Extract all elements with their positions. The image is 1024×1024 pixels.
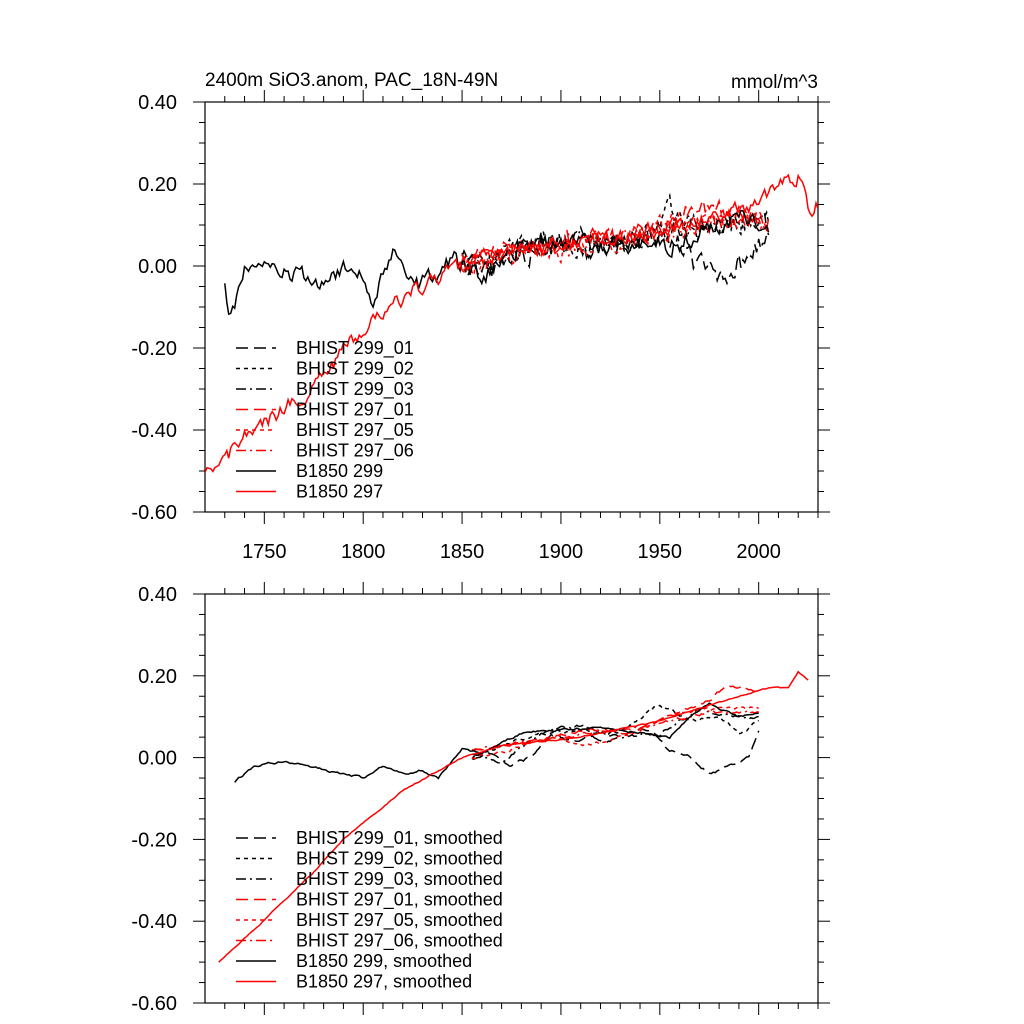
- top-panel: 1750 1800 1850 1900 1950 2000 -0.60 -0.40 -0.20 0…: [131, 90, 830, 563]
- legend-label: BHIST 299_03, smoothed: [296, 869, 503, 890]
- legend-label: B1850 297, smoothed: [296, 972, 472, 992]
- y-tick-label: -0.40: [131, 911, 177, 933]
- y-tick-label: -0.20: [131, 338, 177, 360]
- chart-title: 2400m SiO3.anom, PAC_18N-49N: [205, 70, 498, 91]
- legend-label: BHIST 299_01, smoothed: [296, 828, 503, 849]
- series-line: [224, 209, 770, 316]
- legend-label: BHIST 299_03: [296, 379, 414, 400]
- legend-label: BHIST 297_06, smoothed: [296, 931, 503, 952]
- legend-label: BHIST 299_02, smoothed: [296, 849, 503, 870]
- series-line: [205, 173, 818, 473]
- series-line: [471, 704, 759, 760]
- legend-label: BHIST 297_05, smoothed: [296, 910, 503, 931]
- y-tick-label: 0.40: [138, 92, 177, 114]
- series-line: [461, 192, 770, 278]
- y-tick-label: -0.60: [131, 502, 177, 524]
- legend-label: B1850 299: [296, 461, 383, 481]
- y-tick-label: 0.00: [138, 748, 177, 770]
- legend-label: BHIST 297_06: [296, 441, 414, 462]
- series-line: [218, 670, 809, 963]
- y-tick-label: 0.40: [138, 584, 177, 606]
- series-line: [471, 707, 759, 764]
- x-tick-label: 1900: [539, 541, 584, 563]
- legend-label: BHIST 297_01, smoothed: [296, 890, 503, 911]
- y-tick-label: 0.20: [138, 666, 177, 688]
- series-line: [471, 727, 760, 775]
- x-tick-label: 1800: [341, 541, 386, 563]
- series-line: [234, 702, 759, 783]
- series-line: [461, 224, 770, 286]
- legend-label: BHIST 297_05: [296, 420, 414, 441]
- legend-label: B1850 297: [296, 482, 383, 502]
- legend-label: BHIST 297_01: [296, 400, 414, 421]
- legend-label: B1850 299, smoothed: [296, 951, 472, 971]
- series-line: [471, 684, 759, 752]
- y-tick-label: -0.60: [131, 993, 177, 1015]
- legend-label: BHIST 299_01: [296, 338, 414, 359]
- y-tick-label: -0.20: [131, 829, 177, 851]
- y-tick-label: -0.40: [131, 420, 177, 442]
- x-tick-label: 2000: [736, 541, 781, 563]
- y-tick-label: 0.20: [138, 174, 177, 196]
- x-tick-label: 1750: [242, 541, 287, 563]
- units-label: mmol/m^3: [731, 72, 818, 93]
- legend-label: BHIST 299_02: [296, 359, 414, 380]
- y-tick-label: 0.00: [138, 256, 177, 278]
- x-tick-label: 1850: [440, 541, 485, 563]
- bottom-panel: -0.60 -0.40 -0.20 0.00 0.20 0.40 BHIST 299_01,…: [131, 582, 830, 1015]
- x-tick-label: 1950: [638, 541, 683, 563]
